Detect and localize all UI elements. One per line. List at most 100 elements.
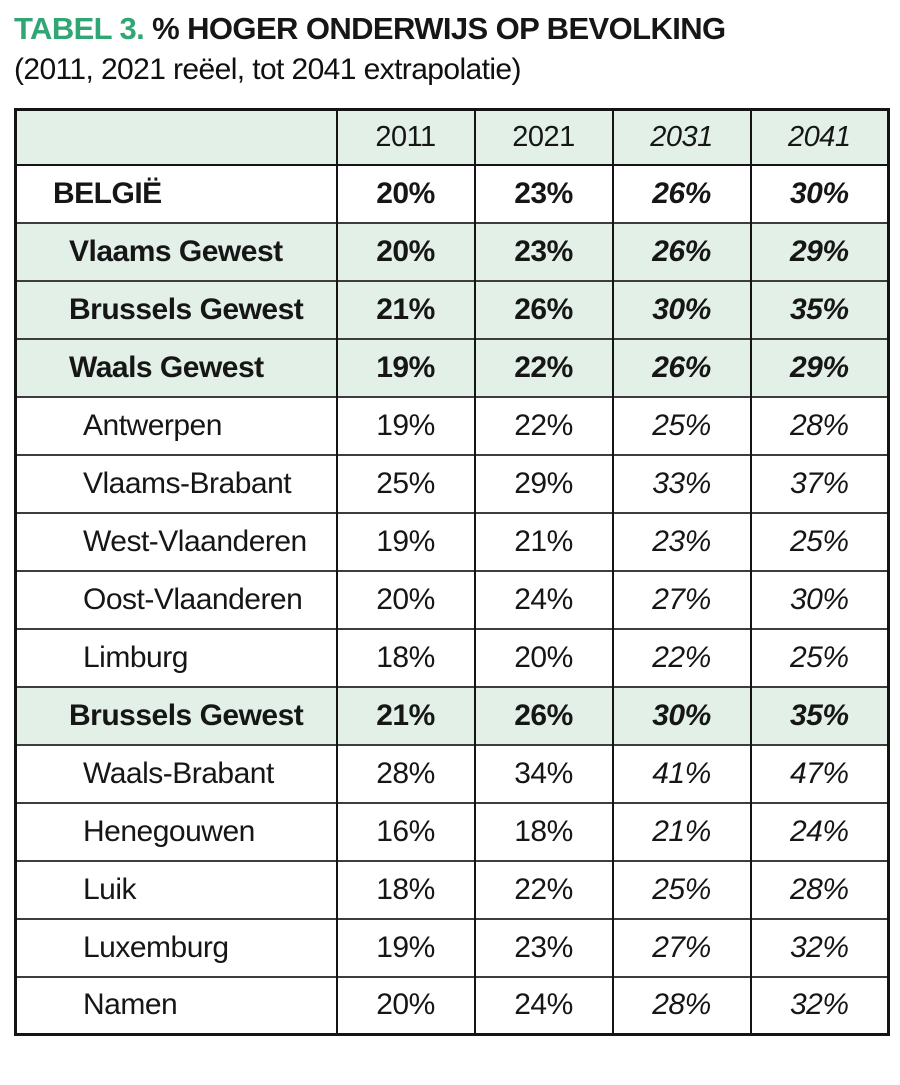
data-table: 2011 2021 2031 2041 BELGIË 20% 23% 26% 30% Vl… (14, 108, 890, 1037)
row-label: Brussels Gewest (15, 279, 337, 339)
column-header-2031: 2031 (611, 109, 751, 165)
table-row: Antwerpen 19% 22% 25% 28% (15, 395, 889, 455)
cell-value: 28% (335, 743, 475, 803)
cell-value: 20% (335, 975, 475, 1035)
cell-value: 23% (611, 511, 751, 571)
row-label: Brussels Gewest (15, 685, 337, 745)
column-header-empty (15, 109, 337, 165)
cell-value: 23% (473, 221, 613, 281)
cell-value: 37% (749, 453, 889, 513)
cell-value: 22% (611, 627, 751, 687)
cell-value: 28% (611, 975, 751, 1035)
cell-value: 23% (473, 917, 613, 977)
cell-value: 29% (473, 453, 613, 513)
table-title-text: % HOGER ONDERWIJS OP BEVOLKING (152, 11, 726, 46)
cell-value: 18% (335, 627, 475, 687)
row-label: Waals Gewest (15, 337, 337, 397)
table-row: Luxemburg 19% 23% 27% 32% (15, 917, 889, 977)
cell-value: 18% (473, 801, 613, 861)
cell-value: 22% (473, 395, 613, 455)
cell-value: 25% (611, 395, 751, 455)
cell-value: 27% (611, 917, 751, 977)
cell-value: 32% (749, 975, 889, 1035)
row-label: West-Vlaanderen (15, 511, 337, 571)
cell-value: 28% (749, 395, 889, 455)
row-label: Antwerpen (15, 395, 337, 455)
column-header-2021: 2021 (473, 109, 613, 165)
row-label: Henegouwen (15, 801, 337, 861)
cell-value: 16% (335, 801, 475, 861)
cell-value: 21% (335, 685, 475, 745)
cell-value: 35% (749, 279, 889, 339)
table-title: TABEL 3. % HOGER ONDERWIJS OP BEVOLKING (14, 11, 888, 46)
header-row: 2011 2021 2031 2041 (15, 109, 889, 165)
cell-value: 30% (749, 569, 889, 629)
table-row: Oost-Vlaanderen 20% 24% 27% 30% (15, 569, 889, 629)
cell-value: 29% (749, 337, 889, 397)
column-header-2011: 2011 (335, 109, 475, 165)
cell-value: 25% (335, 453, 475, 513)
row-label: Vlaams-Brabant (15, 453, 337, 513)
table-row: Brussels Gewest 21% 26% 30% 35% (15, 279, 889, 339)
cell-value: 20% (335, 163, 475, 223)
cell-value: 22% (473, 337, 613, 397)
row-label: Luik (15, 859, 337, 919)
table-row: BELGIË 20% 23% 26% 30% (15, 163, 889, 223)
row-label: BELGIË (15, 163, 337, 223)
cell-value: 20% (473, 627, 613, 687)
table-header: 2011 2021 2031 2041 (15, 109, 889, 165)
cell-value: 30% (749, 163, 889, 223)
row-label: Vlaams Gewest (15, 221, 337, 281)
cell-value: 24% (473, 569, 613, 629)
cell-value: 26% (473, 279, 613, 339)
cell-value: 30% (611, 279, 751, 339)
cell-value: 21% (335, 279, 475, 339)
cell-value: 32% (749, 917, 889, 977)
cell-value: 22% (473, 859, 613, 919)
cell-value: 19% (335, 337, 475, 397)
row-label: Namen (15, 975, 337, 1035)
table-row: Waals Gewest 19% 22% 26% 29% (15, 337, 889, 397)
cell-value: 47% (749, 743, 889, 803)
cell-value: 34% (473, 743, 613, 803)
cell-value: 18% (335, 859, 475, 919)
table-row: Namen 20% 24% 28% 32% (15, 975, 889, 1035)
cell-value: 21% (473, 511, 613, 571)
table-row: Henegouwen 16% 18% 21% 24% (15, 801, 889, 861)
row-label: Oost-Vlaanderen (15, 569, 337, 629)
cell-value: 30% (611, 685, 751, 745)
table-row: Luik 18% 22% 25% 28% (15, 859, 889, 919)
table-row: Vlaams Gewest 20% 23% 26% 29% (15, 221, 889, 281)
cell-value: 26% (611, 221, 751, 281)
cell-value: 20% (335, 569, 475, 629)
table-row: Vlaams-Brabant 25% 29% 33% 37% (15, 453, 889, 513)
table-row: Limburg 18% 20% 22% 25% (15, 627, 889, 687)
cell-value: 19% (335, 511, 475, 571)
cell-value: 28% (749, 859, 889, 919)
cell-value: 24% (473, 975, 613, 1035)
cell-value: 35% (749, 685, 889, 745)
cell-value: 26% (473, 685, 613, 745)
cell-value: 26% (611, 337, 751, 397)
table-body: BELGIË 20% 23% 26% 30% Vlaams Gewest 20% 23% 26%… (15, 163, 889, 1035)
row-label: Waals-Brabant (15, 743, 337, 803)
cell-value: 24% (749, 801, 889, 861)
table-row: Waals-Brabant 28% 34% 41% 47% (15, 743, 889, 803)
cell-value: 29% (749, 221, 889, 281)
table-row: West-Vlaanderen 19% 21% 23% 25% (15, 511, 889, 571)
table-title-prefix: TABEL 3. (14, 11, 145, 46)
row-label: Limburg (15, 627, 337, 687)
cell-value: 23% (473, 163, 613, 223)
cell-value: 26% (611, 163, 751, 223)
cell-value: 27% (611, 569, 751, 629)
cell-value: 33% (611, 453, 751, 513)
cell-value: 21% (611, 801, 751, 861)
cell-value: 41% (611, 743, 751, 803)
cell-value: 20% (335, 221, 475, 281)
page: TABEL 3. % HOGER ONDERWIJS OP BEVOLKING … (14, 11, 890, 1037)
column-header-2041: 2041 (749, 109, 889, 165)
row-label: Luxemburg (15, 917, 337, 977)
table-subtitle: (2011, 2021 reëel, tot 2041 extrapolatie… (14, 53, 521, 87)
cell-value: 25% (749, 627, 889, 687)
cell-value: 19% (335, 917, 475, 977)
